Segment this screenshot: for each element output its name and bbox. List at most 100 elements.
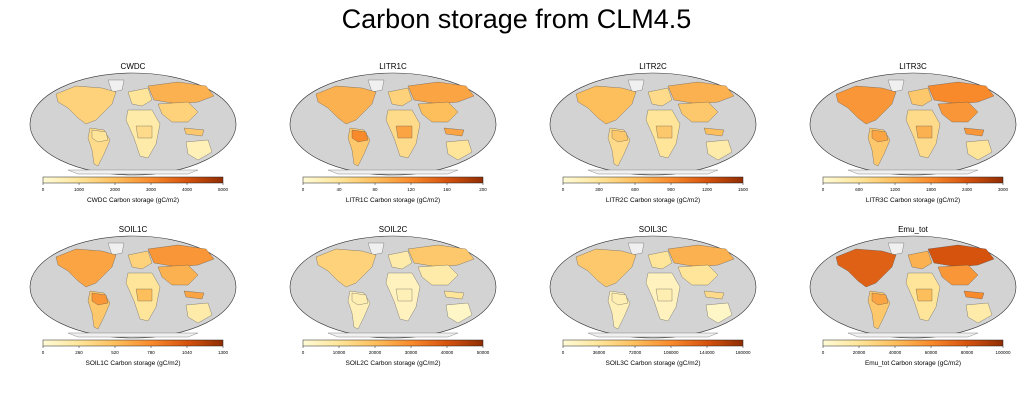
colorbar-tick-label: 260 [75,350,83,355]
region-europe [387,87,413,107]
colorbar-tick-label: 1200 [890,187,901,192]
colorbar-tick-label: 20000 [369,350,382,355]
region-south-asia [157,264,199,286]
region-amazon [871,129,889,143]
region-siberia [667,244,735,268]
map-panel-cwdc: CWDC 0 1000 2000 3000 4000 5000 CWDC Carbon sto… [28,62,238,222]
colorbar-tick-label: 780 [147,350,155,355]
region-amazon [351,129,369,143]
figure-title: Carbon storage from CLM4.5 [341,4,692,34]
colorbar-tick-label: 2400 [962,187,973,192]
colorbar-tick-label: 80 [372,187,378,192]
region-central-africa [135,288,153,302]
colorbar-label: SOIL1C Carbon storage (gC/m2) [85,360,181,367]
region-australia [965,139,993,161]
region-south-asia [157,101,199,123]
colorbar-tick-label: 1800 [926,187,937,192]
region-australia [185,302,213,324]
map-panel-soil3c: SOIL3C 0 36000 72000 108000 144000 180000 SOIL3… [548,225,758,385]
world-map [809,235,1017,339]
panel-title: SOIL2C [378,225,408,234]
map-panel-litr3c: LITR3C 0 600 1200 1800 2400 3000 LITR3C Carbon … [808,62,1018,222]
greenland-region [367,242,385,256]
colorbar-tick-label: 100000 [995,350,1011,355]
colorbar-tick-label: 10000 [333,350,346,355]
region-north-america [575,248,637,288]
antarctica-region [327,169,459,175]
colorbar-tick-label: 0 [562,350,565,355]
colorbar-gradient [562,176,744,184]
region-australia [705,302,733,324]
colorbar: 0 600 1200 1800 2400 3000 [822,176,1009,192]
world-map [289,72,497,176]
region-europe [907,250,933,270]
region-amazon [611,292,629,306]
antarctica-region [327,332,459,338]
panel-title: LITR3C [899,62,927,71]
map-panel-litr1c: LITR1C 0 40 80 120 160 200 LITR1C Carbon storag… [288,62,498,222]
map-panel-soil1c: SOIL1C 0 260 520 780 1040 1300 SOIL1C Carbon st… [28,225,238,385]
greenland-region [627,242,645,256]
greenland-region [107,242,125,256]
region-north-america [55,248,117,288]
region-south-asia [937,264,979,286]
region-europe [907,87,933,107]
colorbar-gradient [42,176,224,184]
colorbar-tick-label: 900 [667,187,675,192]
colorbar-gradient [42,339,224,347]
region-north-america [315,85,377,125]
region-central-africa [655,125,673,139]
antarctica-region [67,332,199,338]
colorbar-gradient [302,339,484,347]
colorbar-gradient [822,176,1004,184]
antarctica-region [847,169,979,175]
region-north-america [315,248,377,288]
region-europe [647,250,673,270]
colorbar: 0 40 80 120 160 200 [302,176,487,192]
region-central-africa [915,125,933,139]
region-south-asia [677,101,719,123]
colorbar-tick-label: 1040 [182,350,193,355]
region-south-asia [937,101,979,123]
colorbar-tick-label: 200 [479,187,487,192]
region-australia [445,139,473,161]
colorbar-tick-label: 600 [855,187,863,192]
colorbar-tick-label: 20000 [853,350,866,355]
colorbar: 0 10000 20000 30000 40000 50000 [302,339,490,355]
map-panel-emu_tot: Emu_tot 0 20000 40000 60000 80000 100000 Emu_to… [808,225,1018,385]
colorbar-tick-label: 0 [42,350,45,355]
colorbar-tick-label: 40000 [441,350,454,355]
colorbar-tick-label: 0 [302,187,305,192]
region-indonesia [443,127,465,137]
colorbar-tick-label: 4000 [182,187,193,192]
world-map [809,72,1017,176]
colorbar-tick-label: 0 [822,187,825,192]
colorbar-tick-label: 144000 [699,350,715,355]
antarctica-region [587,169,719,175]
region-amazon [91,129,109,143]
region-australia [445,302,473,324]
region-indonesia [183,127,205,137]
region-siberia [927,244,995,268]
region-amazon [611,129,629,143]
colorbar-tick-label: 600 [631,187,639,192]
colorbar: 0 300 600 900 1200 1500 [562,176,749,192]
region-siberia [407,81,475,105]
colorbar-tick-label: 3000 [998,187,1009,192]
region-central-africa [395,288,413,302]
colorbar-label: CWDC Carbon storage (gC/m2) [86,197,180,204]
region-north-america [835,248,897,288]
region-siberia [147,244,215,268]
colorbar-gradient [822,339,1004,347]
region-central-africa [395,125,413,139]
colorbar-tick-label: 160 [443,187,451,192]
region-north-america [835,85,897,125]
colorbar-tick-label: 72000 [629,350,642,355]
colorbar: 0 260 520 780 1040 1300 [42,339,229,355]
antarctica-region [847,332,979,338]
colorbar-tick-label: 0 [302,350,305,355]
colorbar-label: LITR3C Carbon storage (gC/m2) [865,197,961,204]
map-panel-soil2c: SOIL2C 0 10000 20000 30000 40000 50000 SOIL2C C… [288,225,498,385]
colorbar: 0 1000 2000 3000 4000 5000 [42,176,229,192]
region-north-america [575,85,637,125]
